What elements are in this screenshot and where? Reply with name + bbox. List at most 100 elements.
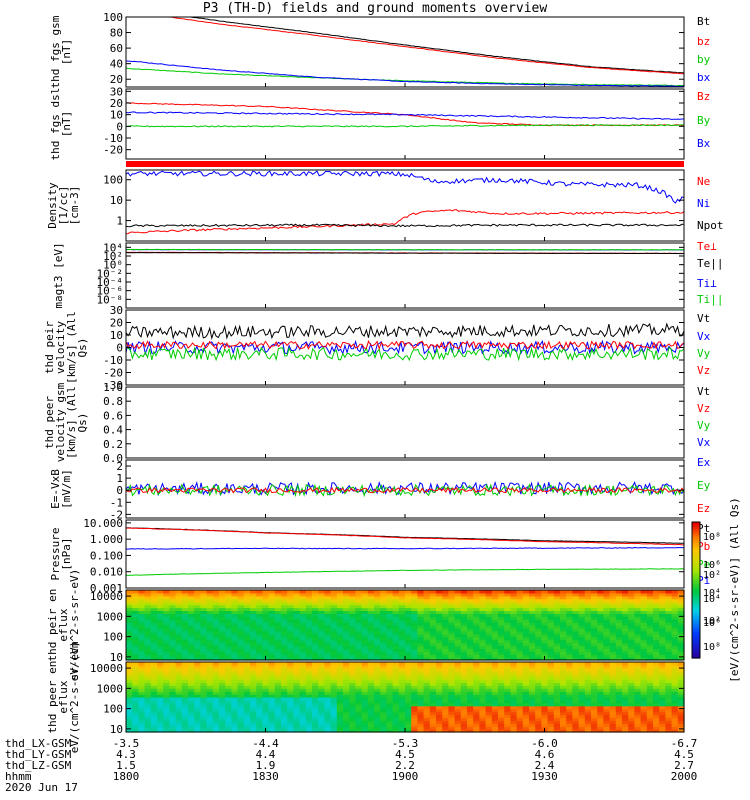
spectrogram-cell — [479, 636, 487, 641]
spectrogram-cell — [374, 604, 381, 609]
y-tick-label: 20 — [110, 73, 123, 86]
spectrogram-cell — [293, 662, 301, 666]
series-line-Vx — [125, 339, 685, 356]
spectrogram-cell — [659, 610, 666, 614]
spectrogram-cell — [200, 711, 208, 716]
spectrogram-cell — [498, 711, 505, 716]
spectrogram-cell — [572, 616, 580, 620]
spectrogram-cell — [126, 648, 133, 652]
spectrogram-cell — [287, 645, 294, 649]
spectrogram-cell — [597, 633, 604, 638]
spectrogram-cell — [324, 607, 332, 611]
spectrogram-cell — [522, 664, 530, 669]
spectrogram-cell — [677, 630, 685, 635]
spectrogram-cell — [293, 688, 301, 692]
spectrogram-cell — [479, 682, 487, 686]
spectrogram-cell — [640, 627, 648, 632]
spectrogram-cell — [566, 595, 573, 600]
spectrogram-cell — [578, 627, 586, 632]
spectrogram-cell — [355, 592, 363, 597]
spectrogram-cell — [522, 676, 530, 681]
spectrogram-cell — [206, 697, 214, 701]
spectrogram-cell — [281, 670, 288, 675]
panel-ylabel: [cm-3] — [68, 186, 81, 226]
spectrogram-cell — [597, 723, 604, 727]
spectrogram-cell — [591, 595, 598, 600]
spectrogram-cell — [262, 685, 270, 689]
spectrogram-cell — [132, 592, 139, 597]
spectrogram-cell — [188, 627, 195, 632]
spectrogram-cell — [547, 601, 555, 606]
spectrogram-cell — [522, 627, 530, 632]
spectrogram-cell — [305, 667, 313, 672]
spectrogram-cell — [194, 625, 201, 629]
spectrogram-cell — [671, 595, 679, 600]
spectrogram-cell — [274, 651, 282, 655]
spectrogram-cell — [603, 639, 611, 644]
spectrogram-cell — [436, 685, 443, 689]
spectrogram-cell — [181, 610, 189, 614]
spectrogram-cell — [175, 598, 183, 603]
spectrogram-cell — [194, 619, 201, 623]
spectrogram-cell — [677, 708, 685, 713]
spectrogram-cell — [442, 598, 449, 603]
spectrogram-cell — [144, 691, 152, 695]
spectrogram-cell — [361, 630, 369, 635]
spectrogram-cell — [262, 642, 270, 646]
spectrogram-cell — [386, 664, 394, 669]
spectrogram-cell — [436, 598, 443, 603]
spectrogram-cell — [132, 616, 139, 620]
spectrogram-cell — [256, 673, 263, 678]
y-tick-label: 30 — [110, 304, 123, 317]
y-tick-label: 40 — [110, 58, 123, 71]
spectrogram-cell — [677, 601, 685, 606]
spectrogram-cell — [566, 651, 573, 655]
spectrogram-cell — [324, 595, 332, 600]
spectrogram-cell — [231, 633, 239, 638]
spectrogram-cell — [504, 726, 511, 730]
spectrogram-cell — [578, 657, 586, 661]
spectrogram-cell — [392, 711, 400, 716]
spectrogram-cell — [355, 610, 363, 614]
spectrogram-cell — [188, 662, 195, 666]
spectrogram-cell — [330, 699, 338, 704]
spectrogram-cell — [454, 662, 462, 666]
x-value-label: 2.7 — [674, 759, 694, 772]
spectrogram-cell — [330, 645, 338, 649]
spectrogram-cell — [553, 688, 561, 692]
spectrogram-cell — [628, 627, 635, 632]
spectrogram-cell — [212, 720, 220, 724]
spectrogram-cell — [386, 654, 394, 658]
spectrogram-cell — [603, 702, 611, 707]
spectrogram-cell — [231, 607, 239, 611]
spectrogram-cell — [498, 726, 505, 730]
spectrogram-cell — [671, 705, 679, 710]
spectrogram-cell — [547, 604, 555, 609]
spectrogram-cell — [417, 705, 425, 710]
spectrogram-cell — [491, 705, 499, 710]
spectrogram-cell — [584, 592, 592, 597]
spectrogram-cell — [578, 595, 586, 600]
spectrogram-cell — [628, 729, 635, 733]
spectrogram-cell — [318, 723, 325, 727]
spectrogram-cell — [398, 642, 406, 646]
legend-Ne: Ne — [697, 175, 710, 188]
spectrogram-cell — [157, 711, 164, 716]
spectrogram-cell — [188, 688, 195, 692]
spectrogram-cell — [392, 676, 400, 681]
spectrogram-cell — [330, 657, 338, 661]
spectrogram-cell — [188, 676, 195, 681]
spectrogram-cell — [659, 601, 666, 606]
panel-frame — [125, 88, 685, 160]
spectrogram-cell — [188, 610, 195, 614]
spectrogram-cell — [392, 670, 400, 675]
spectrogram-cell — [281, 720, 288, 724]
spectrogram-cell — [460, 667, 468, 672]
y-tick-label: 10⁻⁴ — [97, 276, 124, 289]
spectrogram-cell — [231, 685, 239, 689]
spectrogram-cell — [572, 598, 580, 603]
colorbar-cell — [692, 608, 700, 611]
spectrogram-cell — [498, 723, 505, 727]
spectrogram-cell — [454, 697, 462, 701]
spectrogram-cell — [361, 720, 369, 724]
